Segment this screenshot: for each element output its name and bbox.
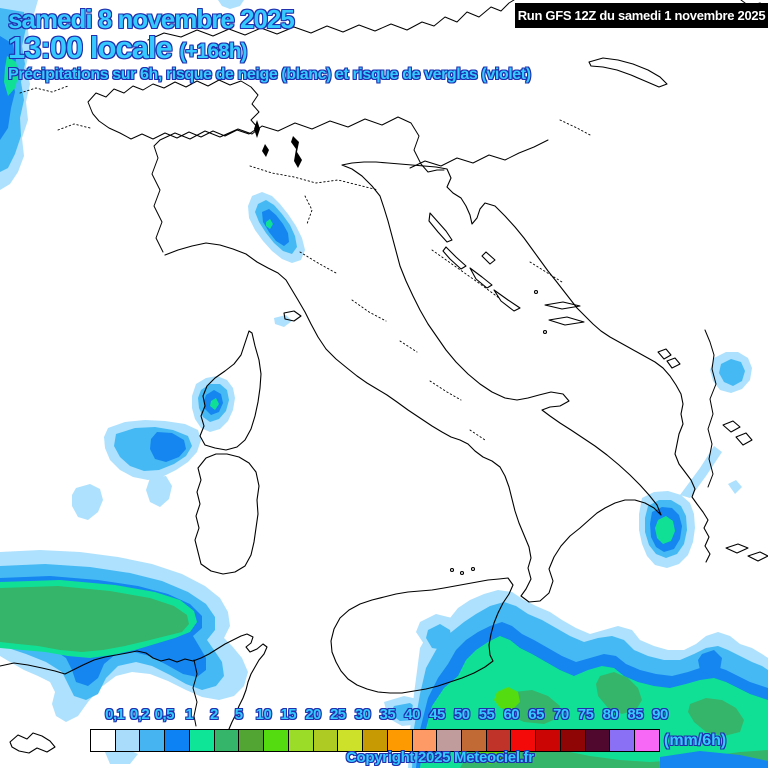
legend-cell (634, 729, 660, 752)
precip-ionian (639, 446, 722, 568)
legend-cell (535, 729, 561, 752)
legend-cell (188, 729, 215, 752)
legend-label: 0,5 (154, 706, 175, 723)
legend-cell (263, 729, 289, 752)
coastlines (0, 57, 768, 754)
legend-cell (114, 729, 141, 752)
legend-label: 30 (354, 706, 371, 723)
precip-spot-a (105, 748, 138, 764)
legend-label: 25 (329, 706, 346, 723)
legend-cell (238, 729, 265, 752)
legend-cell (584, 729, 611, 752)
date-line: samedi 8 novembre 2025 (8, 4, 295, 34)
legend-label: 55 (478, 706, 495, 723)
legend-label: 85 (627, 706, 644, 723)
legend-label: 65 (528, 706, 544, 723)
legend-cell (213, 729, 240, 752)
legend-cell (287, 729, 314, 752)
legend-label: 0,1 (105, 706, 125, 723)
time-value: 13:00 locale (8, 30, 173, 65)
legend-label: 5 (234, 706, 243, 723)
run-info-box: Run GFS 12Z du samedi 1 novembre 2025 (515, 3, 768, 28)
legend-label: 0,2 (129, 706, 150, 723)
legend-label: 40 (404, 706, 421, 723)
national-borders (87, 0, 768, 727)
lakes (254, 120, 302, 168)
time-line: 13:00 locale (+168h) (8, 30, 248, 66)
legend-cell (559, 729, 586, 752)
forecast-offset: (+168h) (179, 40, 247, 63)
precip-elba-spot (274, 315, 292, 327)
legend-label: 75 (577, 706, 594, 723)
region-borders (19, 85, 593, 441)
legend-label: 45 (429, 706, 445, 723)
legend-cell (312, 729, 339, 752)
legend-label: 35 (379, 706, 396, 723)
precip-africa (0, 550, 248, 722)
precip-alps-west (0, 0, 38, 190)
copyright-text: Copyright 2025 Meteociel.fr (346, 749, 534, 766)
run-info-label: Run GFS 12Z du samedi 1 novembre 2025 (517, 8, 766, 23)
precip-top-spot (218, 0, 244, 9)
map-subtitle: Précipitations sur 6h, risque de neige (… (8, 66, 531, 83)
legend-label: 50 (453, 706, 470, 723)
precip-north-italy (248, 192, 305, 263)
legend-label: 80 (602, 706, 619, 723)
legend-label: 90 (652, 706, 668, 723)
legend-labels: 0,1 0,2 0,5 1 2 5 10 15 20 25 30 35 40 45 50 55 60 65 70 75… (90, 706, 668, 726)
legend-label: 15 (280, 706, 297, 723)
legend-unit: (mm/6h) (664, 732, 727, 749)
precip-corsica-sardinia (72, 376, 235, 520)
legend-cell (139, 729, 166, 752)
legend-label: 70 (553, 706, 569, 723)
legend-cell (609, 729, 636, 752)
legend-label: 20 (305, 706, 321, 723)
legend-cell (164, 729, 190, 752)
legend-label: 10 (255, 706, 272, 723)
precip-albania (710, 352, 752, 494)
legend-label: 2 (209, 706, 218, 723)
legend-cell (90, 729, 116, 752)
legend-label: 1 (185, 706, 194, 723)
legend-label: 60 (503, 706, 520, 723)
legend-bar (90, 729, 660, 752)
